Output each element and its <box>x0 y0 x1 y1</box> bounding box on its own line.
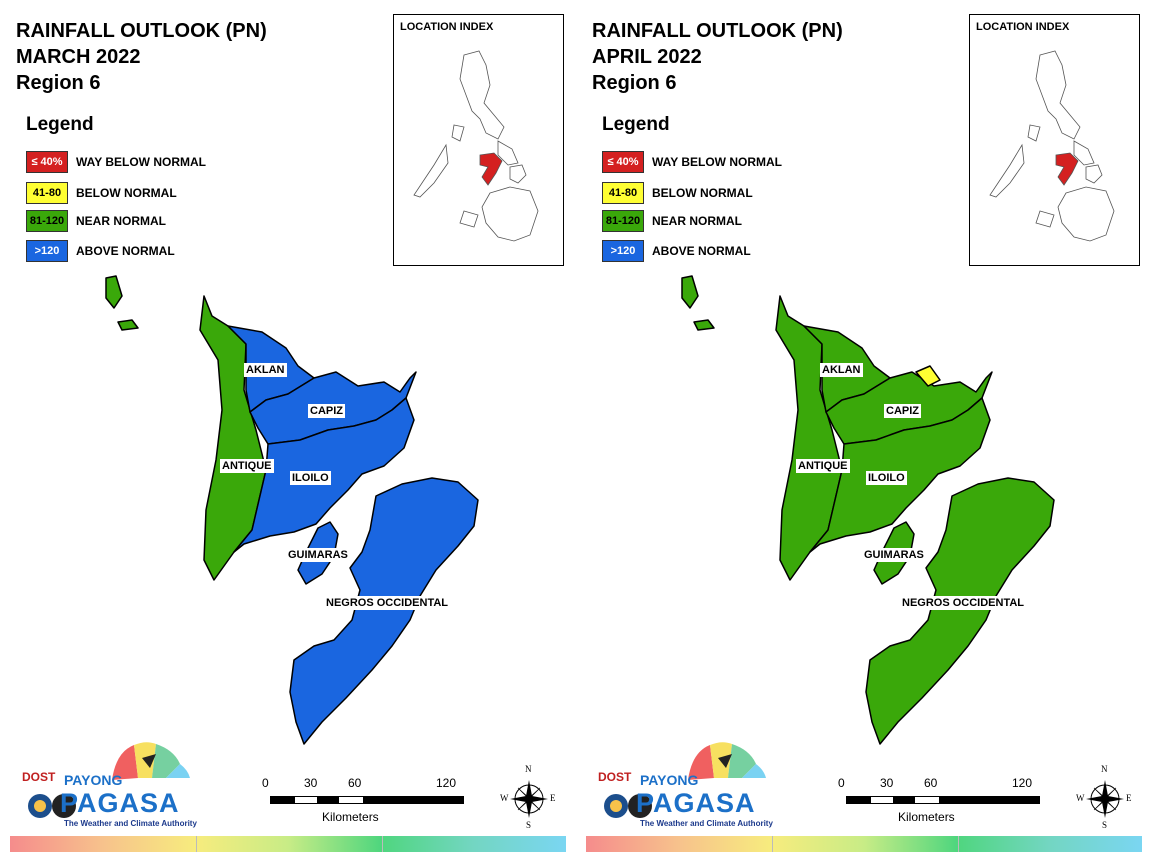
legend-item-below: 41-80 BELOW NORMAL <box>602 181 753 205</box>
title-line-3: Region 6 <box>592 72 677 94</box>
legend-title: Legend <box>602 114 670 135</box>
legend-label: NEAR NORMAL <box>652 214 742 228</box>
logo-dost: DOST <box>22 770 56 784</box>
legend-item-below: 41-80 BELOW NORMAL <box>26 181 177 205</box>
label-guimaras: GUIMARAS <box>286 548 350 562</box>
compass-s: S <box>1102 820 1108 830</box>
legend-label: ABOVE NORMAL <box>652 244 751 258</box>
logo-payong: PAYONG <box>640 772 699 788</box>
legend-item-near: 81-120 NEAR NORMAL <box>602 209 742 233</box>
region-6-highlight <box>479 152 503 186</box>
logo-pagasa: PAGASA <box>60 788 180 818</box>
legend-item-way-below: ≤ 40% WAY BELOW NORMAL <box>26 150 206 174</box>
legend-swatch: 81-120 <box>602 210 644 232</box>
map-panel-april: RAINFALL OUTLOOK (PN) APRIL 2022 Region … <box>576 0 1152 864</box>
scale-tick: 60 <box>348 776 362 790</box>
logo-dost: DOST <box>598 770 632 784</box>
title-line-2: MARCH 2022 <box>16 46 141 68</box>
location-index-inset: LOCATION INDEX <box>393 14 564 266</box>
province-negros-occidental <box>289 477 479 745</box>
logo-payong: PAYONG <box>64 772 123 788</box>
scale-tick: 0 <box>262 776 269 790</box>
compass-s: S <box>526 820 532 830</box>
legend-label: NEAR NORMAL <box>76 214 166 228</box>
scale-bar-segments <box>846 796 1040 804</box>
legend-item-near: 81-120 NEAR NORMAL <box>26 209 166 233</box>
legend-item-way-below: ≤ 40% WAY BELOW NORMAL <box>602 150 782 174</box>
color-gradient-strip <box>586 836 1142 852</box>
label-capiz: CAPIZ <box>308 404 345 418</box>
scale-tick: 0 <box>838 776 845 790</box>
scale-unit: Kilometers <box>322 810 379 824</box>
region-6-map <box>681 275 1055 745</box>
below-normal-patch <box>915 365 941 387</box>
inset-label: LOCATION INDEX <box>400 21 494 33</box>
legend-swatch: 81-120 <box>26 210 68 232</box>
label-antique: ANTIQUE <box>796 459 850 473</box>
logo-pagasa: PAGASA <box>636 788 756 818</box>
title-line-1: RAINFALL OUTLOOK (PN) <box>592 20 843 42</box>
compass-n: N <box>1101 764 1108 774</box>
philippines-outline-map <box>413 50 539 242</box>
scale-unit: Kilometers <box>898 810 955 824</box>
logo-tagline: The Weather and Climate Authority <box>64 819 197 828</box>
map-title: RAINFALL OUTLOOK (PN) APRIL 2022 Region … <box>592 18 843 96</box>
inset-label: LOCATION INDEX <box>976 21 1070 33</box>
scale-tick: 120 <box>1012 776 1033 790</box>
legend-label: WAY BELOW NORMAL <box>652 155 783 169</box>
scale-tick: 120 <box>436 776 457 790</box>
region-6-map <box>105 275 479 745</box>
legend-item-above: >120 ABOVE NORMAL <box>602 239 751 263</box>
compass-e: E <box>1126 793 1132 803</box>
compass-e: E <box>550 793 556 803</box>
legend-swatch: >120 <box>26 240 68 262</box>
legend-label: WAY BELOW NORMAL <box>76 155 207 169</box>
province-negros-occidental <box>865 477 1055 745</box>
color-gradient-strip <box>10 836 566 852</box>
title-line-2: APRIL 2022 <box>592 46 702 68</box>
compass-w: W <box>1076 793 1085 803</box>
legend-label: ABOVE NORMAL <box>76 244 175 258</box>
legend-swatch: 41-80 <box>602 182 644 204</box>
pagasa-logo: DOST PAYONG PAGASA The Weather and Clima… <box>592 740 773 832</box>
legend-item-above: >120 ABOVE NORMAL <box>26 239 175 263</box>
label-iloilo: ILOILO <box>866 471 907 485</box>
label-aklan: AKLAN <box>244 363 287 377</box>
label-negros-occidental: NEGROS OCCIDENTAL <box>324 596 451 610</box>
scale-bar-segments <box>270 796 464 804</box>
label-negros-occidental: NEGROS OCCIDENTAL <box>900 596 1027 610</box>
scale-bar: 0 30 60 120 Kilometers <box>838 776 1048 836</box>
pagasa-logo: DOST PAYONG PAGASA The Weather and Clima… <box>16 740 197 832</box>
map-panel-march: RAINFALL OUTLOOK (PN) MARCH 2022 Region … <box>10 14 566 852</box>
scale-tick: 60 <box>924 776 938 790</box>
region-6-highlight <box>1055 152 1079 186</box>
legend-swatch: ≤ 40% <box>602 151 644 173</box>
legend-swatch: ≤ 40% <box>26 151 68 173</box>
title-line-1: RAINFALL OUTLOOK (PN) <box>16 20 267 42</box>
label-antique: ANTIQUE <box>220 459 274 473</box>
legend-swatch: >120 <box>602 240 644 262</box>
scale-bar: 0 30 60 120 Kilometers <box>262 776 472 836</box>
title-line-3: Region 6 <box>16 72 101 94</box>
label-capiz: CAPIZ <box>884 404 921 418</box>
map-title: RAINFALL OUTLOOK (PN) MARCH 2022 Region … <box>16 18 267 96</box>
legend-label: BELOW NORMAL <box>76 186 177 200</box>
label-aklan: AKLAN <box>820 363 863 377</box>
legend-label: BELOW NORMAL <box>652 186 753 200</box>
compass-rose-icon: N S W E <box>1076 764 1132 830</box>
logo-tagline: The Weather and Climate Authority <box>640 819 773 828</box>
compass-rose-icon: N S W E <box>500 764 556 830</box>
scale-tick: 30 <box>880 776 894 790</box>
legend-title: Legend <box>26 114 94 135</box>
location-index-inset: LOCATION INDEX <box>969 14 1140 266</box>
label-guimaras: GUIMARAS <box>862 548 926 562</box>
compass-n: N <box>525 764 532 774</box>
scale-tick: 30 <box>304 776 318 790</box>
compass-w: W <box>500 793 509 803</box>
label-iloilo: ILOILO <box>290 471 331 485</box>
legend-swatch: 41-80 <box>26 182 68 204</box>
philippines-outline-map <box>989 50 1115 242</box>
